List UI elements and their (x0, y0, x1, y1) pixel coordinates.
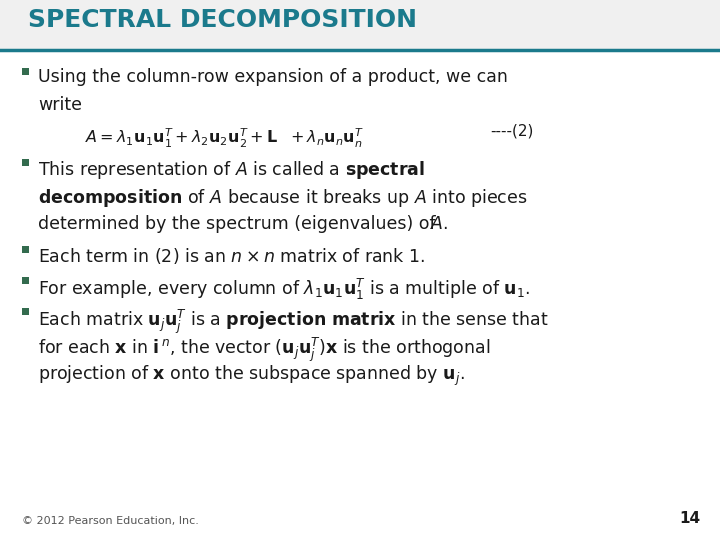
Text: for each $\mathbf{x}$ in $\mathbf{i}^{\,n}$, the vector $(\mathbf{u}_j\mathbf{u}: for each $\mathbf{x}$ in $\mathbf{i}^{\,… (38, 336, 490, 365)
Bar (22, 246, 29, 253)
Text: ----(2): ----(2) (490, 124, 534, 139)
Text: 14: 14 (679, 511, 700, 526)
Text: $A = \lambda_1\mathbf{u}_1\mathbf{u}_1^T + \lambda_2\mathbf{u}_2\mathbf{u}_2^T +: $A = \lambda_1\mathbf{u}_1\mathbf{u}_1^T… (85, 127, 364, 150)
Text: Each matrix $\mathbf{u}_j\mathbf{u}_j^T$ is a $\mathbf{projection\ matrix}$ in t: Each matrix $\mathbf{u}_j\mathbf{u}_j^T$… (38, 308, 549, 336)
Text: $\mathbf{decomposition}$ of $A$ because it breaks up $A$ into pieces: $\mathbf{decomposition}$ of $A$ because … (38, 187, 527, 210)
Text: For example, every column of $\lambda_1\mathbf{u}_1\mathbf{u}_1^T$ is a multiple: For example, every column of $\lambda_1\… (38, 277, 530, 302)
Text: This representation of $A$ is called a $\mathbf{spectral}$: This representation of $A$ is called a $… (38, 159, 425, 181)
Text: $A$.: $A$. (430, 215, 449, 233)
Text: © 2012 Pearson Education, Inc.: © 2012 Pearson Education, Inc. (22, 516, 199, 526)
Text: Each term in (2) is an $n \times n$ matrix of rank 1.: Each term in (2) is an $n \times n$ matr… (38, 246, 426, 266)
Text: projection of $\mathbf{x}$ onto the subspace spanned by $\mathbf{u}_j$.: projection of $\mathbf{x}$ onto the subs… (38, 364, 465, 388)
Text: write: write (38, 96, 82, 114)
Text: Using the column-row expansion of a product, we can: Using the column-row expansion of a prod… (38, 68, 508, 86)
Text: determined by the spectrum (eigenvalues) of: determined by the spectrum (eigenvalues)… (38, 215, 441, 233)
Bar (22, 308, 29, 315)
Bar (22, 277, 29, 284)
Bar (22, 68, 29, 75)
Text: SPECTRAL DECOMPOSITION: SPECTRAL DECOMPOSITION (28, 8, 417, 32)
Bar (0, 0, 720, 50)
Bar (22, 159, 29, 166)
